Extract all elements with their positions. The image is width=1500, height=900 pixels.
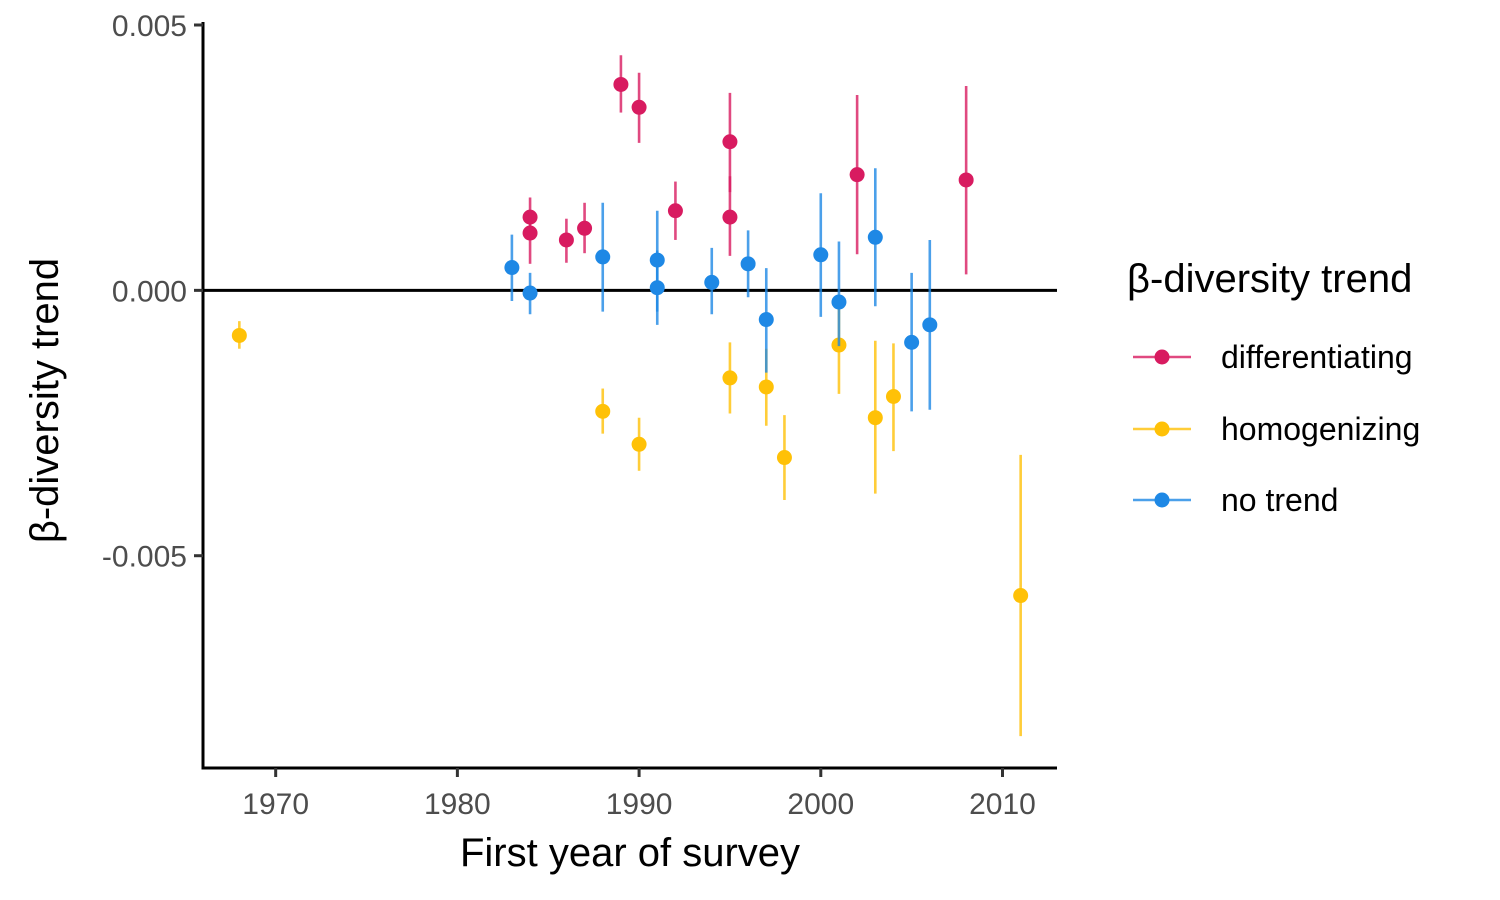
x-axis-title: First year of survey <box>460 831 800 875</box>
data-point <box>704 274 720 290</box>
data-point <box>231 327 247 343</box>
data-point <box>831 294 847 310</box>
data-point <box>867 410 883 426</box>
legend-entry-differentiating: differentiating <box>1133 339 1413 375</box>
data-point <box>522 225 538 241</box>
data-point <box>558 232 574 248</box>
legend-title: β-diversity trend <box>1127 257 1412 301</box>
legend: β-diversity trend differentiating homogen… <box>1127 257 1420 518</box>
data-point <box>1013 588 1029 604</box>
legend-label: homogenizing <box>1221 411 1420 447</box>
data-point <box>667 203 683 219</box>
data-point <box>613 76 629 92</box>
data-point <box>522 285 538 301</box>
legend-key-point <box>1154 492 1170 508</box>
x-tick-label: 1970 <box>242 788 309 821</box>
legend-label: no trend <box>1221 482 1338 518</box>
data-point <box>776 450 792 466</box>
data-marks-layer <box>231 55 1029 737</box>
y-axis-ticks: 0.005 0.000 -0.005 <box>102 10 203 574</box>
legend-entries: differentiating homogenizing no trend <box>1133 339 1420 518</box>
x-tick-label: 1980 <box>424 788 491 821</box>
data-point <box>758 312 774 328</box>
series-homogenizing <box>231 300 1029 737</box>
data-point <box>740 256 756 272</box>
x-axis-ticks: 1970 1980 1990 2000 2010 <box>242 768 1036 821</box>
data-point <box>504 260 520 276</box>
legend-entry-homogenizing: homogenizing <box>1133 411 1420 447</box>
data-point <box>722 209 738 225</box>
data-point <box>813 247 829 263</box>
legend-entry-no-trend: no trend <box>1133 482 1338 518</box>
x-tick-label: 1990 <box>606 788 673 821</box>
data-point <box>722 134 738 150</box>
legend-label: differentiating <box>1221 339 1413 375</box>
y-axis-title: β-diversity trend <box>23 258 67 543</box>
data-point <box>904 334 920 350</box>
x-tick-label: 2000 <box>787 788 854 821</box>
series-no-trend <box>504 168 938 412</box>
data-point <box>885 389 901 404</box>
plot-area: 0.005 0.000 -0.005 1970 1980 1990 2000 2010 <box>102 10 1057 821</box>
series-differentiating <box>522 55 974 275</box>
data-point <box>958 172 974 188</box>
data-point <box>631 99 647 115</box>
data-point <box>849 167 865 183</box>
y-tick-label: -0.005 <box>102 541 187 574</box>
y-tick-label: 0.005 <box>112 10 187 43</box>
data-point <box>595 249 611 265</box>
data-point <box>577 220 593 236</box>
legend-key-point <box>1154 421 1170 437</box>
data-point <box>867 229 883 245</box>
data-point <box>649 280 665 296</box>
axes-layer: 0.005 0.000 -0.005 1970 1980 1990 2000 2010 <box>102 10 1057 821</box>
data-point <box>595 403 611 419</box>
x-tick-label: 2010 <box>969 788 1036 821</box>
legend-key-point <box>1154 349 1170 365</box>
data-point <box>722 370 738 386</box>
data-point <box>922 317 938 333</box>
data-point <box>631 436 647 452</box>
data-point <box>758 379 774 395</box>
y-tick-label: 0.000 <box>112 275 187 308</box>
